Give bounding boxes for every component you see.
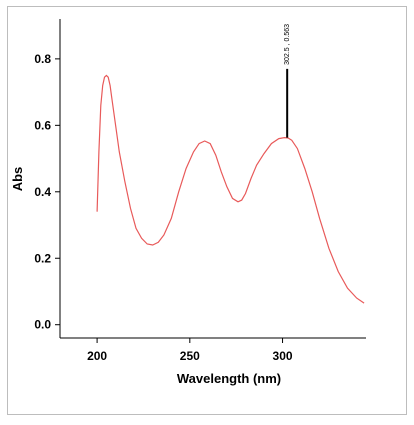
y-tick-label: 0.8 <box>34 52 51 66</box>
x-tick-label: 300 <box>273 349 293 363</box>
y-ticks: 0.0 0.2 0.4 0.6 0.8 <box>34 52 60 332</box>
y-tick-label: 0.6 <box>34 118 51 132</box>
chart-frame: 0.0 0.2 0.4 0.6 0.8 200 250 300 302.5 , 0.563 … <box>7 6 407 415</box>
y-tick-label: 0.4 <box>34 185 51 199</box>
axes <box>59 19 366 339</box>
y-tick-label: 0.0 <box>34 318 51 332</box>
peak-label: 302.5 , 0.563 <box>284 24 291 65</box>
x-tick-label: 200 <box>87 349 107 363</box>
uv-vis-spectrum-chart: 0.00.20.40.60.8 200 250 300 302.5 , 0.563 … <box>10 19 366 386</box>
x-tick-label: 250 <box>180 349 200 363</box>
y-axis-title: Abs <box>10 167 25 192</box>
y-tick-label: 0.2 <box>34 251 51 265</box>
x-ticks: 200 250 300 <box>87 338 293 363</box>
annotation-layer: 302.5 , 0.563 <box>284 24 291 138</box>
x-axis-title: Wavelength (nm) <box>177 371 281 386</box>
spectrum-line <box>96 74 365 304</box>
